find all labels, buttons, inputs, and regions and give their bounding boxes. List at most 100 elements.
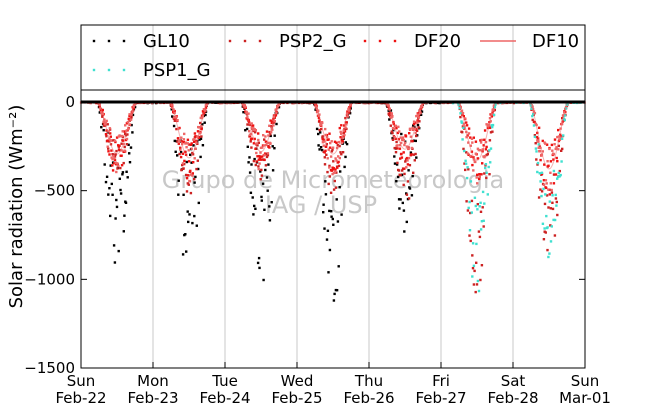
point-df10 [462,122,465,125]
point-gl10 [325,238,329,241]
point-gl10 [317,132,320,136]
point-psp2-g [488,173,491,176]
point-psp2-g [467,168,470,171]
point-psp2-g [555,200,558,204]
point-df10 [467,132,471,135]
point-df10 [321,141,325,144]
point-psp2-g [196,159,199,162]
y-tick-label: −1000 [24,270,75,288]
point-gl10 [322,203,325,206]
point-psp1-g [462,126,465,130]
point-df10 [409,135,413,138]
point-gl10 [102,129,105,132]
point-psp2-g [474,290,477,294]
point-df10 [175,115,178,119]
point-gl10 [203,121,206,124]
point-df20 [408,132,411,135]
point-gl10 [131,113,135,117]
point-df20 [542,179,546,182]
point-df10 [115,170,118,174]
point-psp2-g [393,146,396,150]
point-gl10 [177,179,180,182]
point-psp2-g [332,160,335,163]
point-df10 [249,132,253,136]
point-gl10 [244,129,247,132]
point-gl10 [254,207,257,210]
point-df10 [263,153,266,157]
point-psp2-g [547,206,550,209]
point-gl10 [204,113,207,117]
point-psp1-g [483,202,486,205]
point-psp1-g [560,137,564,140]
point-df10 [117,164,120,168]
point-psp1-g [461,138,464,141]
point-psp1-g [532,112,535,116]
point-df10 [549,182,552,185]
point-psp2-g [471,267,475,270]
point-df20 [107,150,110,153]
point-gl10 [199,137,203,140]
point-gl10 [131,131,134,134]
point-df20 [177,142,180,145]
point-df10 [330,140,333,143]
point-df20 [324,145,328,148]
point-psp2-g [254,131,257,134]
point-df20 [545,143,549,146]
point-df20 [110,149,113,152]
point-psp2-g [468,234,471,237]
point-psp2-g [531,118,534,122]
point-gl10 [399,198,402,201]
point-df20 [117,148,121,151]
point-psp1-g [531,114,534,118]
point-psp1-g [540,194,543,198]
point-gl10 [408,187,412,190]
y-axis-label: Solar radiation (Wm⁻²) [6,105,27,309]
point-df20 [344,121,348,124]
x-tick-label-date: Feb-27 [415,389,466,407]
point-psp1-g [479,201,482,204]
point-psp2-g [461,125,465,128]
point-gl10 [273,147,276,150]
grid [152,25,514,368]
point-df10 [548,147,551,151]
legend-marker-gl10 [107,39,111,43]
point-psp2-g [418,120,421,123]
point-gl10 [191,221,194,225]
legend-marker-psp1-g [107,68,111,72]
point-gl10 [110,182,113,186]
point-df10 [204,109,207,112]
point-psp2-g [120,142,123,145]
point-psp2-g [536,163,539,166]
point-psp2-g [256,144,259,147]
point-df10 [198,131,202,135]
legend-marker-psp1-g [92,68,96,72]
point-psp1-g [559,173,562,177]
point-df20 [400,152,403,156]
point-psp1-g [473,196,477,199]
point-df20 [340,124,343,127]
point-gl10 [275,122,278,126]
point-psp1-g [555,204,558,207]
point-df10 [181,162,185,165]
point-df10 [200,116,204,120]
point-psp1-g [546,226,549,229]
point-psp1-g [533,135,537,138]
point-psp2-g [485,176,488,180]
point-psp1-g [494,103,497,106]
point-df10 [318,113,321,116]
point-psp2-g [533,134,537,137]
point-psp1-g [459,112,462,115]
point-df10 [476,147,480,150]
point-df10 [244,105,247,109]
point-df20 [478,173,481,176]
point-df10 [393,136,396,139]
point-df10 [545,182,548,185]
point-df10 [461,112,465,115]
x-tick-label-date: Feb-23 [127,389,178,407]
point-gl10 [256,261,260,265]
point-df10 [126,121,129,124]
point-df20 [339,136,342,139]
point-gl10 [177,193,180,196]
point-df10 [106,145,109,148]
legend-marker-df20 [378,39,382,43]
